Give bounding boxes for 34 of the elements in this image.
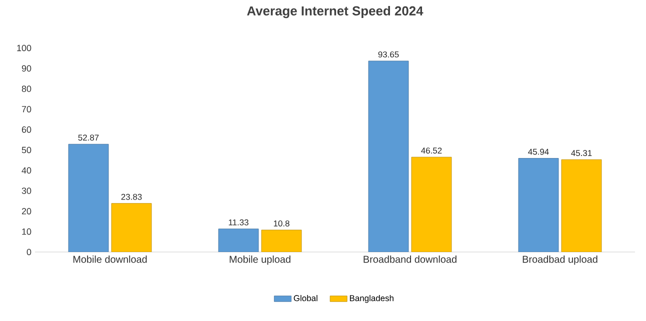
x-tick-label: Mobile upload xyxy=(230,256,290,265)
data-label: 23.83 xyxy=(121,194,142,200)
y-tick-label: 60 xyxy=(22,126,32,133)
y-tick-label: 0 xyxy=(26,248,32,256)
bar xyxy=(111,203,152,252)
chart-title: Average Internet Speed 2024 xyxy=(247,6,424,18)
y-tick-label: 40 xyxy=(22,167,32,174)
bar xyxy=(368,60,409,252)
y-tick-label: 80 xyxy=(22,86,32,92)
data-label: 45.94 xyxy=(528,148,549,155)
bar xyxy=(411,156,452,252)
data-label: 93.65 xyxy=(378,51,399,58)
x-tick-label: Broadbad upload xyxy=(522,256,598,265)
y-tick-label: 20 xyxy=(22,208,32,214)
y-tick-label: 30 xyxy=(22,188,32,194)
x-tick-label: Mobile download xyxy=(73,256,147,263)
bar xyxy=(68,144,109,252)
data-label: 45.31 xyxy=(571,150,592,156)
y-tick-label: 100 xyxy=(17,44,32,52)
bar xyxy=(261,230,302,252)
legend-label: Global xyxy=(294,294,318,302)
bar xyxy=(561,159,602,252)
bar xyxy=(218,228,259,252)
data-label: 10.8 xyxy=(274,220,290,226)
y-tick-label: 50 xyxy=(22,146,32,154)
y-tick-label: 70 xyxy=(22,106,32,112)
data-label: 52.87 xyxy=(78,134,99,141)
y-tick-label: 90 xyxy=(22,65,32,72)
data-label: 46.52 xyxy=(421,148,442,154)
legend-label: Bangladesh xyxy=(350,294,394,303)
data-label: 11.33 xyxy=(228,219,248,226)
y-tick-label: 10 xyxy=(22,228,32,235)
x-tick-label: Broadband download xyxy=(364,256,456,263)
bar xyxy=(518,158,559,252)
